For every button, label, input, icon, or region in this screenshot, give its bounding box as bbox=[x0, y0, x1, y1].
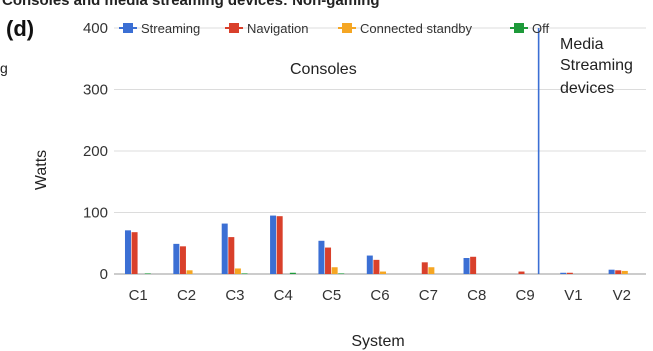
bar-V2-connected-standby bbox=[621, 270, 628, 274]
y-tick-label: 0 bbox=[100, 266, 108, 283]
y-tick-labels: 0 100 200 300 400 bbox=[83, 20, 108, 283]
legend-label: Connected standby bbox=[360, 21, 473, 36]
legend-label: Off bbox=[532, 21, 549, 36]
y-tick-label: 300 bbox=[83, 82, 108, 99]
clipped-title: Consoles and media streaming devices: No… bbox=[2, 0, 380, 9]
legend-label: Streaming bbox=[141, 21, 200, 36]
bar-C9-navigation bbox=[518, 271, 525, 274]
x-tick-label: C3 bbox=[225, 287, 244, 304]
x-tick-label: C6 bbox=[370, 287, 389, 304]
bar-C4-navigation bbox=[276, 216, 283, 274]
x-tick-label: V1 bbox=[564, 287, 582, 304]
gridlines bbox=[114, 27, 646, 275]
x-tick-label: C8 bbox=[467, 287, 486, 304]
bar-C2-streaming bbox=[173, 243, 180, 274]
annotation-media-line2: Streaming bbox=[560, 57, 633, 74]
bar-C4-off bbox=[289, 272, 296, 274]
bar-C7-connected-standby bbox=[428, 267, 435, 274]
bars bbox=[124, 215, 628, 274]
y-axis-title: Watts bbox=[33, 150, 50, 190]
bar-C1-navigation bbox=[131, 232, 138, 274]
bar-C5-off bbox=[338, 273, 345, 274]
annotation-media-line3: devices bbox=[560, 80, 614, 97]
x-tick-label: C2 bbox=[177, 287, 196, 304]
legend: Streaming Navigation Connected standby Off bbox=[119, 21, 549, 36]
legend-swatch bbox=[342, 23, 352, 33]
bar-C2-navigation bbox=[179, 246, 186, 274]
x-tick-label: C9 bbox=[515, 287, 534, 304]
bar-C3-off bbox=[241, 273, 248, 274]
bar-C3-navigation bbox=[228, 237, 235, 274]
y-tick-label: 100 bbox=[83, 205, 108, 222]
y-tick-label: 400 bbox=[83, 20, 108, 37]
bar-C6-navigation bbox=[373, 259, 380, 274]
legend-swatch bbox=[229, 23, 239, 33]
panel-label: (d) bbox=[6, 16, 34, 41]
bar-C3-streaming bbox=[221, 223, 228, 274]
bar-C5-streaming bbox=[318, 240, 325, 274]
bar-C6-connected-standby bbox=[380, 271, 386, 274]
bar-V2-navigation bbox=[615, 270, 622, 274]
bar-C8-streaming bbox=[463, 258, 470, 274]
legend-swatch bbox=[123, 23, 133, 33]
x-tick-label: C4 bbox=[274, 287, 293, 304]
bar-C5-connected-standby bbox=[331, 267, 338, 274]
stray-text: g bbox=[0, 60, 8, 76]
x-tick-label: C1 bbox=[129, 287, 148, 304]
bar-C1-streaming bbox=[124, 230, 131, 274]
annotation-consoles: Consoles bbox=[290, 61, 357, 78]
bar-C3-connected-standby bbox=[234, 268, 241, 274]
bar-V1-streaming bbox=[560, 272, 567, 274]
x-tick-label: V2 bbox=[613, 287, 631, 304]
bar-C8-navigation bbox=[470, 256, 477, 274]
legend-label: Navigation bbox=[247, 21, 308, 36]
legend-swatch bbox=[514, 23, 524, 33]
y-tick-label: 200 bbox=[83, 143, 108, 160]
x-tick-label: C7 bbox=[419, 287, 438, 304]
bar-C1-off bbox=[144, 273, 151, 274]
bar-C6-streaming bbox=[366, 255, 373, 274]
bar-C4-streaming bbox=[270, 215, 277, 274]
x-axis-title: System bbox=[351, 333, 404, 350]
bar-V1-navigation bbox=[566, 272, 573, 274]
x-tick-label: C5 bbox=[322, 287, 341, 304]
bar-C2-connected-standby bbox=[186, 270, 193, 274]
annotation-media-line1: Media bbox=[560, 36, 604, 53]
bar-V2-streaming bbox=[608, 269, 615, 274]
x-tick-labels: C1 C2 C3 C4 C5 C6 C7 C8 C9 V1 V2 bbox=[129, 287, 631, 304]
bar-C5-navigation bbox=[325, 247, 332, 274]
bar-C7-navigation bbox=[421, 262, 428, 274]
